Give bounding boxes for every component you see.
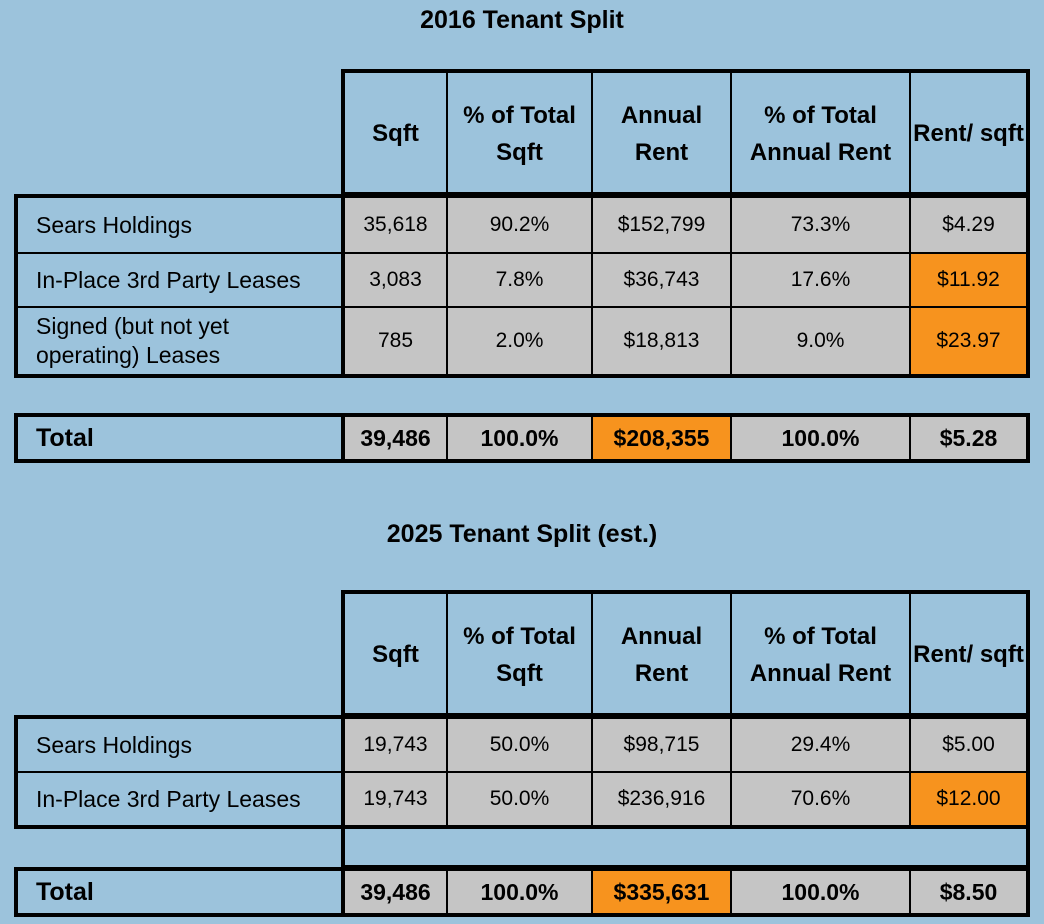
header-sqft: Sqft: [372, 120, 419, 147]
cell-pct-rent: 73.3%: [732, 198, 909, 252]
cell-pct-sqft: 7.8%: [448, 254, 591, 306]
total-sqft: 39,486: [345, 417, 446, 459]
cell-rent-sqft-highlight: $11.92: [911, 254, 1026, 306]
cell-rent-sqft: $4.29: [911, 198, 1026, 252]
cell-annual-rent: $18,813: [593, 308, 730, 374]
total-label: Total: [36, 423, 94, 452]
cell-pct-rent: 70.6%: [732, 773, 909, 825]
cell-annual-rent: $152,799: [593, 198, 730, 252]
total-rent-sqft: $5.28: [911, 417, 1026, 459]
row-label: Sears Holdings: [36, 731, 192, 758]
cell-rent-sqft: $5.00: [911, 719, 1026, 771]
header-rent-sqft: Rent/ sqft: [913, 120, 1024, 147]
total-annual-rent: $335,631: [593, 871, 730, 913]
total-pct-sqft: 100.0%: [448, 417, 591, 459]
cell-annual-rent: $36,743: [593, 254, 730, 306]
cell-annual-rent: $236,916: [593, 773, 730, 825]
cell-pct-rent: 17.6%: [732, 254, 909, 306]
row-label: In-Place 3rd Party Leases: [36, 785, 301, 812]
table-2016-total-row: [14, 413, 1030, 463]
table-2025-total-row: [14, 867, 1030, 917]
header-pct-sqft: % of Total Sqft: [463, 101, 576, 166]
row-label: Signed (but not yet operating) Leases: [36, 313, 230, 368]
cell-rent-sqft-highlight: $23.97: [911, 308, 1026, 374]
table-2025-title: 2025 Tenant Split (est.): [386, 520, 658, 548]
total-annual-rent: $208,355: [593, 417, 730, 459]
total-pct-rent: 100.0%: [732, 871, 909, 913]
header-annual-rent: Annual Rent: [620, 622, 703, 687]
table-2025-body: [14, 715, 1030, 829]
cell-sqft: 19,743: [345, 773, 446, 825]
header-annual-rent: Annual Rent: [620, 101, 703, 166]
header-pct-rent: % of Total Annual Rent: [749, 622, 892, 687]
header-rent-sqft: Rent/ sqft: [913, 641, 1024, 668]
header-sqft: Sqft: [372, 641, 419, 668]
cell-pct-rent: 29.4%: [732, 719, 909, 771]
table-2016-title: 2016 Tenant Split: [420, 6, 624, 34]
total-pct-sqft: 100.0%: [448, 871, 591, 913]
cell-sqft: 35,618: [345, 198, 446, 252]
total-label: Total: [36, 877, 94, 906]
cell-pct-sqft: 2.0%: [448, 308, 591, 374]
total-pct-rent: 100.0%: [732, 417, 909, 459]
cell-pct-rent: 9.0%: [732, 308, 909, 374]
total-sqft: 39,486: [345, 871, 446, 913]
cell-pct-sqft: 50.0%: [448, 773, 591, 825]
cell-pct-sqft: 50.0%: [448, 719, 591, 771]
cell-sqft: 3,083: [345, 254, 446, 306]
cell-annual-rent: $98,715: [593, 719, 730, 771]
cell-rent-sqft-highlight: $12.00: [911, 773, 1026, 825]
cell-sqft: 785: [345, 308, 446, 374]
empty-spacer-row: [341, 827, 1030, 869]
row-label: In-Place 3rd Party Leases: [36, 266, 301, 293]
cell-sqft: 19,743: [345, 719, 446, 771]
total-rent-sqft: $8.50: [911, 871, 1026, 913]
row-label: Sears Holdings: [36, 211, 192, 238]
header-pct-rent: % of Total Annual Rent: [749, 101, 892, 166]
cell-pct-sqft: 90.2%: [448, 198, 591, 252]
table-2016-body: [14, 194, 1030, 378]
header-pct-sqft: % of Total Sqft: [463, 622, 576, 687]
